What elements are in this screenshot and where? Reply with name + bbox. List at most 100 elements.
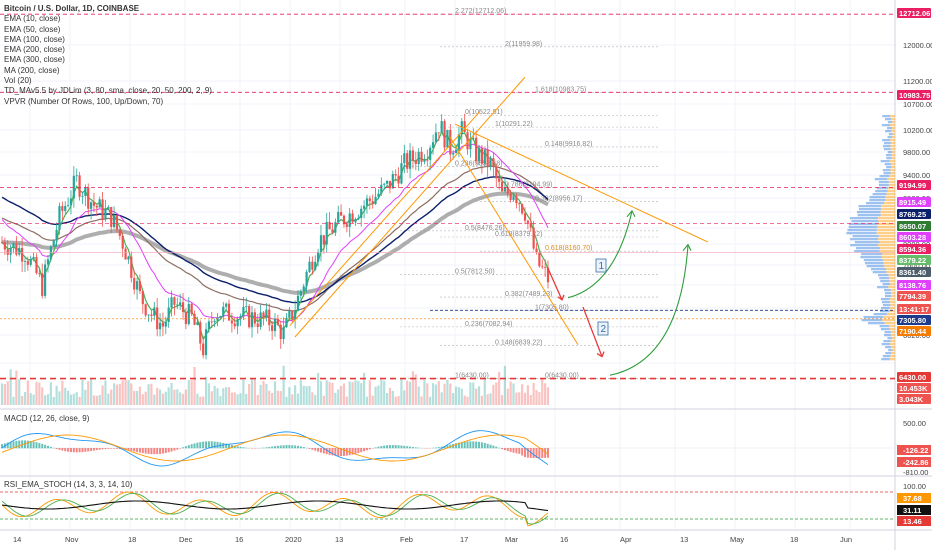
volume-bar <box>377 385 380 405</box>
macd-hist <box>144 448 147 454</box>
vpvr-bar-up <box>884 292 892 295</box>
volume-bar <box>222 388 225 405</box>
study-ma200[interactable]: MA (200, close) <box>4 65 60 75</box>
vpvr-bar-down <box>892 136 895 139</box>
volume-bar <box>486 394 489 405</box>
macd-hist <box>44 444 47 449</box>
stoch-k-line <box>1 491 549 527</box>
candle-body <box>483 149 486 164</box>
volume-bar <box>314 394 317 405</box>
study-ema300[interactable]: EMA (300, close) <box>4 55 65 65</box>
study-ema50[interactable]: EMA (50, close) <box>4 24 61 34</box>
study-vpvr[interactable]: VPVR (Number Of Rows, 100, Up/Down, 70) <box>4 96 164 106</box>
volume-bar <box>173 389 176 405</box>
channel-rising-lower <box>294 76 526 338</box>
candle-body <box>357 217 360 220</box>
candle-body <box>457 134 461 150</box>
stoch-label[interactable]: RSI_EMA_STOCH (14, 3, 3, 14, 10) <box>4 480 133 489</box>
macd-hist <box>107 448 110 449</box>
volume-bar <box>397 396 400 405</box>
macd-hist <box>391 445 394 449</box>
volume-bar <box>483 377 486 405</box>
vpvr-bar-up <box>879 325 890 328</box>
wave-label-1: 1 <box>599 261 605 272</box>
vpvr-bar-up <box>847 229 877 232</box>
vpvr-bar-up <box>873 313 887 316</box>
candle-body <box>121 235 124 249</box>
candle-body <box>518 203 521 205</box>
candle-body <box>35 256 38 274</box>
candle-body <box>181 302 185 313</box>
candle-body <box>541 266 544 268</box>
candle-body <box>196 322 199 325</box>
study-vol[interactable]: Vol (20) <box>4 76 32 86</box>
volume-bar <box>374 386 377 405</box>
symbol-title[interactable]: Bitcoin / U.S. Dollar, 1D, COINBASE <box>4 4 140 13</box>
candle-body <box>291 310 294 320</box>
price-axis[interactable]: 12000.00 11200.00 10700.00 10200.00 9800.00 9… <box>897 8 932 526</box>
volume-bar <box>319 381 323 405</box>
vpvr-bar-up <box>866 265 885 268</box>
vpvr-bar-down <box>886 193 895 196</box>
candle-body <box>544 266 547 268</box>
macd-hist <box>222 442 225 449</box>
time-axis[interactable]: 14 Nov 18 Dec 16 2020 13 Feb 17 Mar 16 Apr 13 May 18 Ju… <box>13 535 852 544</box>
time-axis-label: 2020 <box>285 535 302 544</box>
volume-bar <box>285 396 288 405</box>
volume-bar <box>66 390 70 405</box>
price-tag: 8603.28 <box>899 233 926 242</box>
macd-hist <box>38 442 41 449</box>
volume-bar <box>179 392 182 405</box>
price-tag: 8361.40 <box>899 268 926 277</box>
candle-body <box>248 306 251 328</box>
drawings[interactable]: 12 <box>0 13 895 380</box>
volume-bar <box>408 381 412 405</box>
candle-body <box>521 204 524 214</box>
macd-hist <box>18 440 21 449</box>
macd-axis-label: -126.22 <box>903 446 928 455</box>
vpvr-bar-down <box>888 286 895 289</box>
study-ema100[interactable]: EMA (100, close) <box>4 34 65 44</box>
price-tag: 8594.36 <box>899 245 926 254</box>
macd-label[interactable]: MACD (12, 26, close, 9) <box>4 414 90 423</box>
macd-hist <box>319 448 322 453</box>
candle-body <box>268 309 271 326</box>
volume-bar <box>475 388 478 405</box>
vpvr-bar-down <box>890 172 895 175</box>
macd-hist <box>216 441 219 449</box>
vpvr-bar-up <box>864 262 884 265</box>
macd-hist <box>337 448 340 456</box>
vpvr-bar-up <box>879 277 890 280</box>
candle-body <box>512 196 515 200</box>
candle-body <box>319 235 323 253</box>
study-td[interactable]: TD_MAv5.5 by JDLim (3, 80, sma, close, 2… <box>4 86 212 96</box>
volume-bar <box>498 371 501 405</box>
ema200-line <box>1 176 549 304</box>
volume-bar <box>480 395 484 405</box>
candle-body <box>454 149 458 154</box>
vpvr-bar-down <box>880 247 895 250</box>
study-ema10[interactable]: EMA (10, close) <box>4 14 61 24</box>
volume-bar <box>288 387 291 405</box>
macd-hist <box>29 441 32 449</box>
vpvr-bar-down <box>890 304 895 307</box>
candle-body <box>431 142 435 148</box>
vpvr-bar-up <box>876 187 889 190</box>
candle-body <box>179 302 182 305</box>
macd-hist <box>409 446 412 449</box>
candle-body <box>204 329 208 356</box>
vpvr-bar-up <box>881 124 890 127</box>
vpvr-bar-up <box>854 250 880 253</box>
wave-label-box-2 <box>597 321 609 336</box>
study-ema200[interactable]: EMA (200, close) <box>4 45 65 55</box>
volume-bar <box>339 386 343 405</box>
volume-bar <box>259 384 262 405</box>
candle-body <box>434 132 438 143</box>
volume-bar <box>190 380 193 405</box>
macd-hist <box>161 448 164 454</box>
volume-bar <box>541 378 544 405</box>
vpvr-bar-down <box>882 253 895 256</box>
macd-hist <box>193 443 196 449</box>
